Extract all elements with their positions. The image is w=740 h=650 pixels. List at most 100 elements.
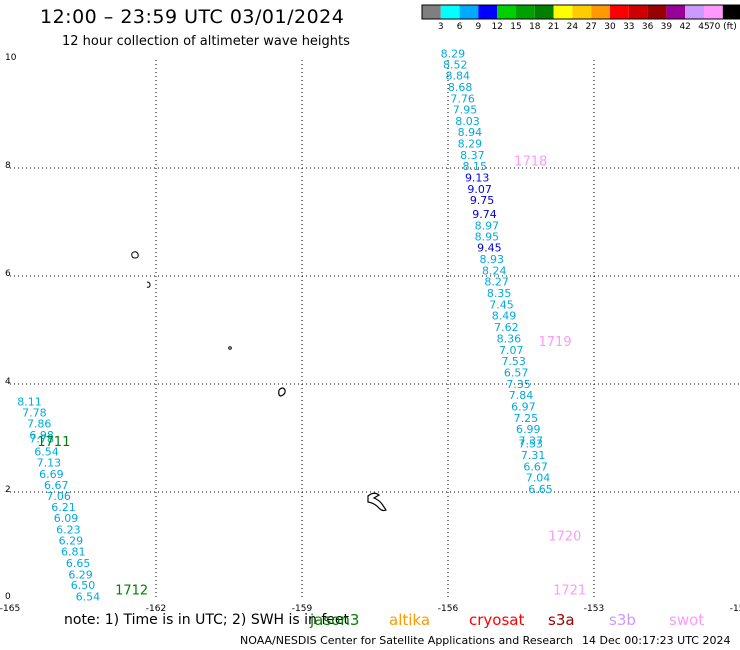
color-scale-label: 3 [437,22,444,32]
satellite-legend-item: s3a [548,611,575,629]
x-tick-label: -153 [584,604,604,614]
color-scale-swatch [553,5,573,19]
color-scale-swatch [647,5,667,19]
chart-title: 12:00 – 23:59 UTC 03/01/2024 [40,6,345,28]
swh-data-label: 8.68 [448,81,473,94]
color-scale-frame [421,4,740,20]
swh-data-label: 7.06 [46,490,71,503]
y-tick-label: 4 [5,377,11,387]
island-outline [228,346,232,350]
swh-data-label: 9.07 [467,183,492,196]
color-scale-label: 6 [456,22,463,32]
swh-data-label: 8.15 [463,160,488,173]
satellite-legend-item: cryosat [469,611,525,629]
swh-data-label: 7.13 [37,457,62,470]
color-scale-label: 12 [491,22,503,32]
swh-data-label: 7.78 [22,406,47,419]
color-scale-label: 9 [475,22,482,32]
swh-data-label: 6.97 [511,400,536,413]
swh-data-label: 6.67 [44,479,69,492]
pass-number-label: 1718 [514,154,547,169]
swh-data-label: 7.95 [453,103,478,116]
footnote: note: 1) Time is in UTC; 2) SWH is in fe… [64,612,350,628]
color-scale-label: 36 [641,22,654,32]
color-scale-swatch [572,5,592,19]
swh-data-label: 8.93 [480,253,505,266]
swh-data-label: 6.54 [76,591,101,604]
swh-data-label: 6.67 [523,460,548,473]
color-scale-label: 15 [510,22,522,32]
swh-data-label: 7.53 [501,355,526,368]
swh-data-label: 8.36 [497,332,522,345]
swh-data-label: 6.65 [66,557,91,570]
swh-data-label: 7.35 [506,378,531,391]
swh-data-label: 8.37 [460,149,485,162]
color-scale-label: 27 [585,22,597,32]
swh-data-label: 6.65 [528,483,553,496]
swh-data-label: 7.76 [450,93,475,106]
swh-data-label: 6.81 [61,546,86,559]
chart-subtitle: 12 hour collection of altimeter wave hei… [62,34,350,49]
swh-data-label: 9.75 [470,194,495,207]
swh-data-label: 8.03 [455,115,480,128]
pass-number-label: 1711 [37,435,70,450]
color-scale-label: 42 [679,22,691,32]
swh-data-label: 6.21 [51,501,76,514]
swh-data-label: 6.29 [59,534,84,547]
color-scale-label: 45 [698,22,710,32]
generation-timestamp: 14 Dec 00:17:23 UTC 2024 [582,634,731,647]
swh-data-label: 8.52 [443,59,468,72]
swh-data-label: 7.07 [499,344,524,357]
color-scale-label: 30 [604,22,616,32]
swh-data-label: 9.45 [477,242,502,255]
satellite-legend-item: swot [669,611,705,629]
swh-data-label: 6.54 [34,445,59,458]
color-scale-swatch [534,5,554,19]
swh-data-label: 8.27 [484,276,509,289]
swh-data-label: 6.09 [54,512,79,525]
color-scale-label: 39 [660,22,673,32]
swh-data-label: 8.35 [487,287,512,300]
swh-data-label: 9.13 [465,172,490,185]
swh-data-label: 6.50 [71,579,96,592]
color-scale-swatch [666,5,686,19]
swh-data-label: 7.45 [489,298,514,311]
color-scale-swatch [459,5,479,19]
swh-data-label: 8.49 [492,310,517,323]
color-scale-swatch [478,5,498,19]
color-scale-swatch [422,5,441,19]
pass-number-label: 1719 [539,335,572,350]
swh-data-label: 8.11 [17,396,42,409]
x-tick-label: -159 [292,604,313,614]
y-tick-label: 6 [5,269,11,279]
island-outline [131,251,139,259]
swh-data-label: 9.74 [472,208,497,221]
swh-data-label: 7.86 [27,418,52,431]
color-scale-labels: 3 6 9 12 15 18 21 24 27 30 33 36 39 42 45 70 (ft) [422,22,740,34]
swh-data-label: 6.29 [68,568,93,581]
satellite-legend-item: jason3 [310,611,360,629]
swh-data-label: 6.99 [516,423,541,436]
color-scale-label: 18 [529,22,541,32]
y-tick-label: 0 [5,592,11,602]
swh-data-label: 6.57 [504,366,529,379]
swh-data-label: 7.25 [514,412,539,425]
island-outline [367,492,387,512]
swh-data-label: 6.69 [39,468,64,481]
color-scale-swatch [440,5,460,19]
y-tick-label: 8 [5,161,11,171]
color-scale-label: 33 [623,22,635,32]
swh-data-label: 7.62 [494,321,519,334]
credit-line: NOAA/NESDIS Center for Satellite Applica… [240,634,574,647]
swh-data-label: 8.29 [441,47,466,60]
swh-data-label: 8.97 [475,220,500,233]
swh-data-label: 7.84 [509,389,534,402]
pass-number-label: 1720 [548,530,581,545]
color-scale-label: 21 [547,22,560,32]
island-outline [146,281,151,288]
satellite-legend-item: s3b [609,611,636,629]
color-scale-swatch [591,5,610,19]
swh-data-label: 7.31 [521,449,546,462]
color-scale-label: 70 (ft) [708,22,737,32]
x-tick-label: -156 [438,604,459,614]
